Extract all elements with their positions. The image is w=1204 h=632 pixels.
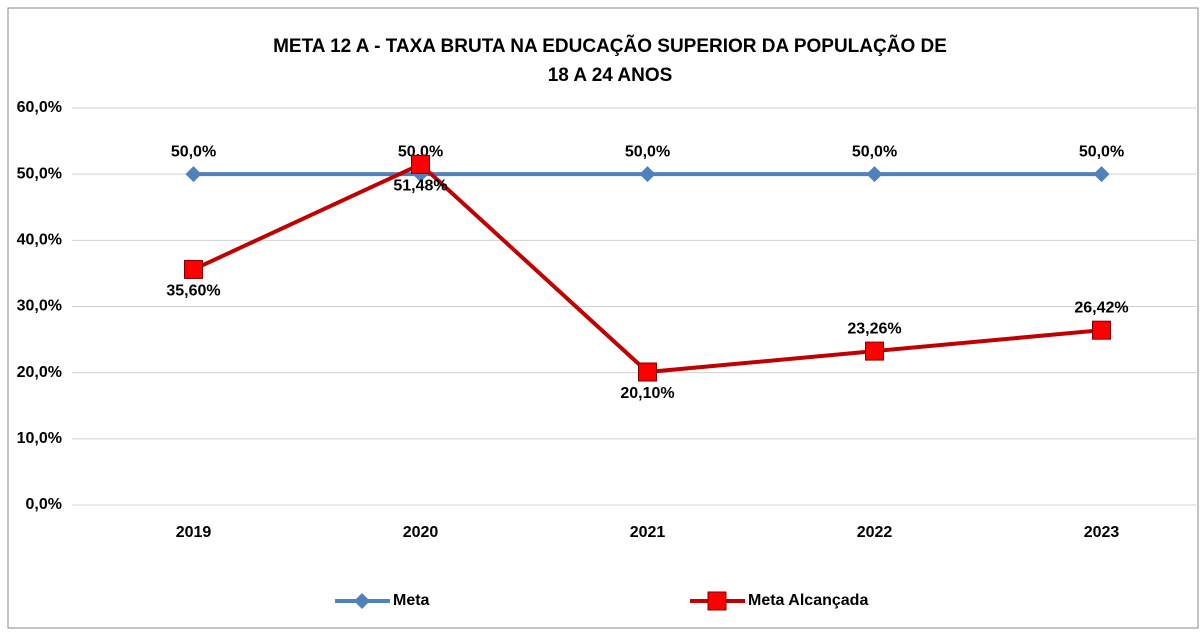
chart-title: META 12 A - TAXA BRUTA NA EDUCAÇÃO SUPER…: [273, 35, 947, 57]
data-point: [1092, 320, 1111, 340]
y-tick-label: 60,0%: [17, 99, 62, 116]
data-label: 50,0%: [171, 143, 216, 160]
data-point: [411, 154, 430, 174]
data-point: [184, 259, 203, 279]
data-point: [1093, 166, 1110, 183]
chart-frame: [7, 7, 1199, 629]
x-tick-label: 2020: [403, 524, 439, 541]
x-tick-label: 2021: [630, 524, 666, 541]
data-label: 50,0%: [398, 143, 443, 160]
y-tick-label: 50,0%: [17, 165, 62, 182]
y-tick-label: 20,0%: [17, 364, 62, 381]
legend-marker: [354, 593, 370, 609]
chart-title: 18 A 24 ANOS: [548, 65, 673, 86]
data-point: [185, 166, 202, 183]
data-label: 23,26%: [847, 320, 901, 337]
y-tick-label: 0,0%: [26, 496, 62, 513]
data-label: 50,0%: [625, 143, 670, 160]
data-label: 50,0%: [852, 143, 897, 160]
data-label: 26,42%: [1074, 299, 1128, 316]
y-tick-label: 10,0%: [17, 430, 62, 447]
y-tick-label: 40,0%: [17, 232, 62, 249]
data-label: 35,60%: [166, 283, 220, 300]
data-label: 51,48%: [393, 178, 447, 195]
x-tick-label: 2022: [857, 524, 893, 541]
data-point: [865, 341, 884, 361]
y-tick-label: 30,0%: [17, 298, 62, 315]
data-label: 20,10%: [620, 385, 674, 402]
x-tick-label: 2019: [176, 524, 212, 541]
legend-label: Meta: [393, 592, 430, 609]
legend-marker: [707, 591, 727, 611]
x-tick-label: 2023: [1084, 524, 1120, 541]
data-point: [638, 362, 657, 382]
data-label: 50,0%: [1079, 143, 1124, 160]
legend-label: Meta Alcançada: [748, 592, 868, 609]
data-point: [866, 166, 883, 183]
data-point: [639, 166, 656, 183]
